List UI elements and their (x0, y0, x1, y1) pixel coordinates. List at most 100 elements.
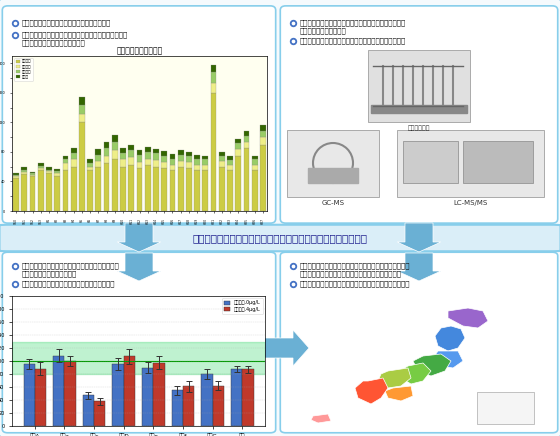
Bar (244, 142, 249, 148)
Polygon shape (433, 351, 463, 368)
Polygon shape (378, 368, 411, 388)
Bar (124, 357, 135, 426)
Bar (161, 156, 167, 162)
Bar (308, 168, 358, 183)
Bar (227, 157, 233, 160)
FancyBboxPatch shape (397, 130, 544, 197)
Bar (63, 156, 68, 159)
Text: 固相抽出装置: 固相抽出装置 (408, 125, 430, 131)
Bar (87, 159, 93, 163)
Bar (194, 155, 200, 159)
FancyBboxPatch shape (477, 392, 534, 424)
Polygon shape (311, 414, 331, 423)
Bar (54, 176, 60, 211)
Bar (94, 401, 105, 426)
Bar (30, 172, 35, 174)
Bar (120, 153, 126, 159)
Polygon shape (117, 253, 161, 281)
Bar (54, 171, 60, 174)
Bar (46, 171, 52, 173)
Bar (79, 106, 85, 113)
Bar (71, 167, 77, 211)
Polygon shape (448, 308, 488, 328)
Text: に迅速モニタリング手法による測定結果を即座に共有: に迅速モニタリング手法による測定結果を即座に共有 (300, 271, 402, 277)
Bar (153, 160, 159, 167)
Legend: 一般水道, 専用水道, 簡易水道, 止水道: 一般水道, 専用水道, 簡易水道, 止水道 (14, 58, 33, 81)
Bar (202, 374, 213, 426)
Bar (13, 174, 19, 175)
Bar (153, 363, 165, 426)
Bar (161, 168, 167, 211)
Bar (194, 159, 200, 164)
Bar (112, 142, 118, 150)
FancyBboxPatch shape (280, 252, 558, 433)
FancyBboxPatch shape (280, 6, 558, 223)
Bar (403, 141, 458, 183)
Bar (235, 149, 241, 156)
Bar (120, 148, 126, 153)
Text: 水質汚染事故発生時に利用可能な迅速モニタリング手法が必要: 水質汚染事故発生時に利用可能な迅速モニタリング手法が必要 (193, 233, 367, 243)
Polygon shape (355, 378, 388, 404)
Polygon shape (401, 363, 431, 384)
Bar (87, 167, 93, 170)
Bar (38, 168, 44, 170)
Bar (128, 150, 134, 157)
Bar (104, 163, 109, 211)
Bar (178, 150, 184, 155)
Text: 水質検査・監視機関との連携により、水質汚染事故発生時: 水質検査・監視機関との連携により、水質汚染事故発生時 (300, 263, 410, 269)
Bar (260, 130, 266, 137)
FancyBboxPatch shape (2, 252, 276, 433)
Bar (186, 157, 192, 162)
Bar (145, 159, 151, 165)
Bar (219, 152, 225, 156)
Bar (202, 170, 208, 211)
Bar (145, 147, 151, 152)
Bar (161, 151, 167, 156)
Bar (54, 174, 60, 176)
Bar (242, 369, 254, 426)
Bar (211, 65, 216, 72)
Bar (463, 141, 533, 183)
Bar (213, 386, 224, 426)
Legend: 設定値２.0μg/L, 設定値０.4μg/L: 設定値２.0μg/L, 設定値０.4μg/L (222, 298, 263, 314)
Bar (252, 170, 258, 211)
Bar (30, 175, 35, 176)
Bar (104, 147, 109, 156)
Bar (211, 82, 216, 93)
Polygon shape (397, 223, 441, 252)
Bar (211, 72, 216, 82)
FancyBboxPatch shape (287, 130, 379, 197)
Bar (137, 155, 142, 162)
Bar (63, 159, 68, 163)
Bar (202, 156, 208, 159)
Bar (96, 149, 101, 155)
Bar (194, 170, 200, 211)
Bar (170, 164, 175, 170)
Bar (178, 167, 184, 211)
Bar (30, 176, 35, 211)
Bar (244, 131, 249, 136)
Bar (24, 364, 35, 426)
Text: バリデーション試験の実施による分析精度の評価: バリデーション試験の実施による分析精度の評価 (22, 281, 115, 287)
Bar (194, 164, 200, 170)
Bar (96, 167, 101, 211)
Bar (137, 150, 142, 155)
Bar (145, 152, 151, 159)
Bar (128, 164, 134, 211)
Bar (38, 170, 44, 211)
Polygon shape (247, 330, 309, 366)
Bar (13, 175, 19, 176)
Bar (153, 153, 159, 160)
Bar (202, 159, 208, 164)
Bar (219, 161, 225, 167)
Bar (71, 159, 77, 167)
Bar (46, 167, 52, 170)
Bar (63, 170, 68, 211)
Bar (227, 170, 233, 211)
Bar (183, 386, 194, 426)
Bar (252, 164, 258, 170)
Bar (186, 168, 192, 211)
Polygon shape (385, 386, 413, 401)
Bar (170, 159, 175, 164)
Bar (178, 161, 184, 167)
